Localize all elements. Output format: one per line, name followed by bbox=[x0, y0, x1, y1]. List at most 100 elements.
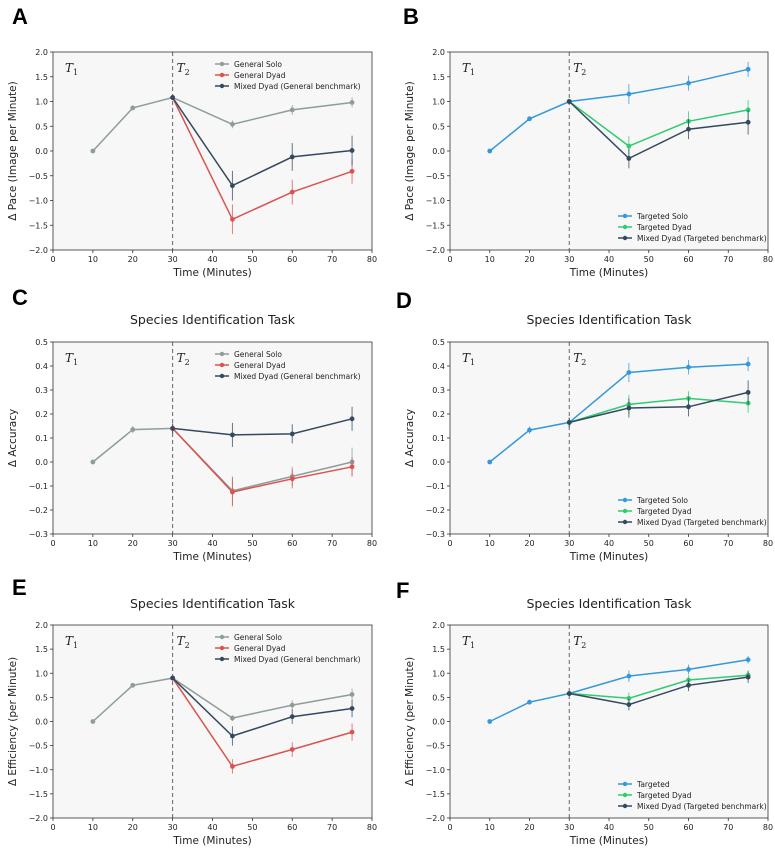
phase-label-t2: T2 bbox=[573, 634, 586, 650]
y-tick-label: 0.1 bbox=[35, 434, 48, 443]
x-tick-label: 60 bbox=[683, 539, 693, 548]
series-line bbox=[489, 658, 749, 723]
y-tick-label: 1.5 bbox=[432, 645, 445, 654]
legend: General Solo General Dyad Mixed Dyad (Gene… bbox=[215, 633, 361, 664]
x-axis-label: Time (Minutes) bbox=[172, 551, 252, 563]
y-tick-label: −1.5 bbox=[29, 790, 48, 799]
data-point bbox=[289, 107, 295, 113]
x-tick-label: 60 bbox=[287, 823, 297, 832]
phase-letter: T bbox=[573, 61, 582, 75]
data-point bbox=[487, 148, 493, 154]
panel-letter: A bbox=[12, 4, 28, 29]
data-point bbox=[90, 148, 96, 154]
data-point bbox=[626, 91, 632, 97]
x-tick-label: 40 bbox=[207, 255, 217, 264]
x-tick-label: 40 bbox=[604, 823, 614, 832]
legend: Targeted Solo Targeted Dyad Mixed Dyad (Ta… bbox=[618, 496, 767, 527]
y-tick-label: 2.0 bbox=[432, 48, 445, 57]
y-tick-label: −0.5 bbox=[29, 742, 48, 751]
data-point bbox=[349, 692, 355, 697]
data-point bbox=[487, 719, 493, 724]
y-tick-label: −2.0 bbox=[29, 246, 48, 255]
phase-subscript: 1 bbox=[73, 358, 78, 367]
x-tick-label: 30 bbox=[168, 255, 178, 264]
x-tick-label: 60 bbox=[683, 255, 693, 264]
y-tick-label: −1.0 bbox=[29, 766, 48, 775]
data-point bbox=[289, 747, 295, 752]
series-line bbox=[489, 363, 749, 463]
phase-label-t1: T1 bbox=[65, 61, 78, 77]
plot-frame bbox=[52, 51, 373, 251]
y-tick-label: −0.1 bbox=[426, 482, 445, 491]
legend-label: Targeted Dyad bbox=[636, 507, 692, 516]
y-tick-label: −1.0 bbox=[29, 197, 48, 206]
series-line bbox=[568, 100, 749, 147]
series-line bbox=[92, 677, 353, 723]
y-tick-label: 0.4 bbox=[432, 362, 445, 371]
data-point bbox=[686, 126, 691, 132]
phase-subscript: 2 bbox=[581, 358, 586, 367]
data-point bbox=[230, 121, 235, 127]
data-point bbox=[230, 733, 235, 739]
x-tick-label: 30 bbox=[168, 823, 178, 832]
phase-subscript: 2 bbox=[185, 641, 190, 650]
data-point bbox=[230, 183, 235, 189]
series-1 bbox=[90, 675, 355, 724]
series-line bbox=[172, 427, 353, 493]
plot-area bbox=[450, 342, 768, 534]
x-axis-label: Time (Minutes) bbox=[172, 835, 252, 847]
y-tick-label: 0.0 bbox=[432, 458, 445, 467]
data-point bbox=[230, 216, 235, 222]
data-point bbox=[527, 116, 532, 122]
x-tick-label: 10 bbox=[485, 539, 495, 548]
data-point bbox=[349, 706, 355, 711]
y-tick-label: −0.2 bbox=[426, 506, 445, 515]
panel-letter: B bbox=[403, 4, 419, 29]
legend: Targeted Solo Targeted Dyad Mixed Dyad (Ta… bbox=[618, 212, 767, 243]
panel-letter: F bbox=[396, 578, 409, 603]
legend-marker bbox=[219, 72, 225, 78]
y-tick-label: 2.0 bbox=[35, 48, 48, 57]
series-line bbox=[172, 677, 353, 737]
legend-label: Targeted Dyad bbox=[636, 791, 692, 800]
phase-letter: T bbox=[462, 61, 471, 75]
data-point bbox=[527, 427, 532, 433]
phase-subscript: 1 bbox=[73, 68, 78, 77]
data-point bbox=[230, 715, 235, 721]
plot-area bbox=[450, 52, 768, 250]
phase-label-t1: T1 bbox=[462, 61, 475, 77]
legend-marker bbox=[622, 235, 628, 241]
x-tick-label: 70 bbox=[327, 539, 337, 548]
x-tick-label: 30 bbox=[564, 539, 574, 548]
legend-marker bbox=[622, 803, 628, 809]
y-axis-label: Δ Accuracy bbox=[7, 409, 19, 467]
x-tick-label: 10 bbox=[485, 255, 495, 264]
phase-subscript: 1 bbox=[73, 641, 78, 650]
x-tick-label: 70 bbox=[723, 255, 733, 264]
y-tick-label: 1.5 bbox=[35, 73, 48, 82]
series-3 bbox=[170, 675, 355, 746]
y-tick-label: −2.0 bbox=[426, 246, 445, 255]
x-tick-label: 80 bbox=[367, 823, 377, 832]
x-tick-label: 0 bbox=[50, 255, 55, 264]
data-point bbox=[626, 370, 632, 375]
phase-label-t1: T1 bbox=[65, 351, 78, 367]
x-tick-label: 50 bbox=[247, 539, 257, 548]
y-tick-label: 0.0 bbox=[35, 458, 48, 467]
series-line bbox=[568, 100, 749, 160]
phase-subscript: 1 bbox=[470, 641, 475, 650]
data-point bbox=[170, 95, 176, 100]
x-tick-label: 40 bbox=[604, 539, 614, 548]
x-tick-label: 80 bbox=[367, 255, 377, 264]
data-point bbox=[745, 66, 751, 72]
y-tick-label: −0.1 bbox=[29, 482, 48, 491]
data-point bbox=[626, 143, 632, 149]
y-tick-label: 2.0 bbox=[432, 621, 445, 630]
legend-marker bbox=[219, 373, 225, 379]
phase-subscript: 2 bbox=[185, 68, 190, 77]
x-tick-label: 80 bbox=[763, 255, 773, 264]
data-point bbox=[289, 714, 295, 720]
legend-label: Targeted Solo bbox=[636, 496, 688, 505]
x-tick-label: 10 bbox=[88, 255, 98, 264]
legend-label: Mixed Dyad (Targeted benchmark) bbox=[637, 234, 767, 243]
